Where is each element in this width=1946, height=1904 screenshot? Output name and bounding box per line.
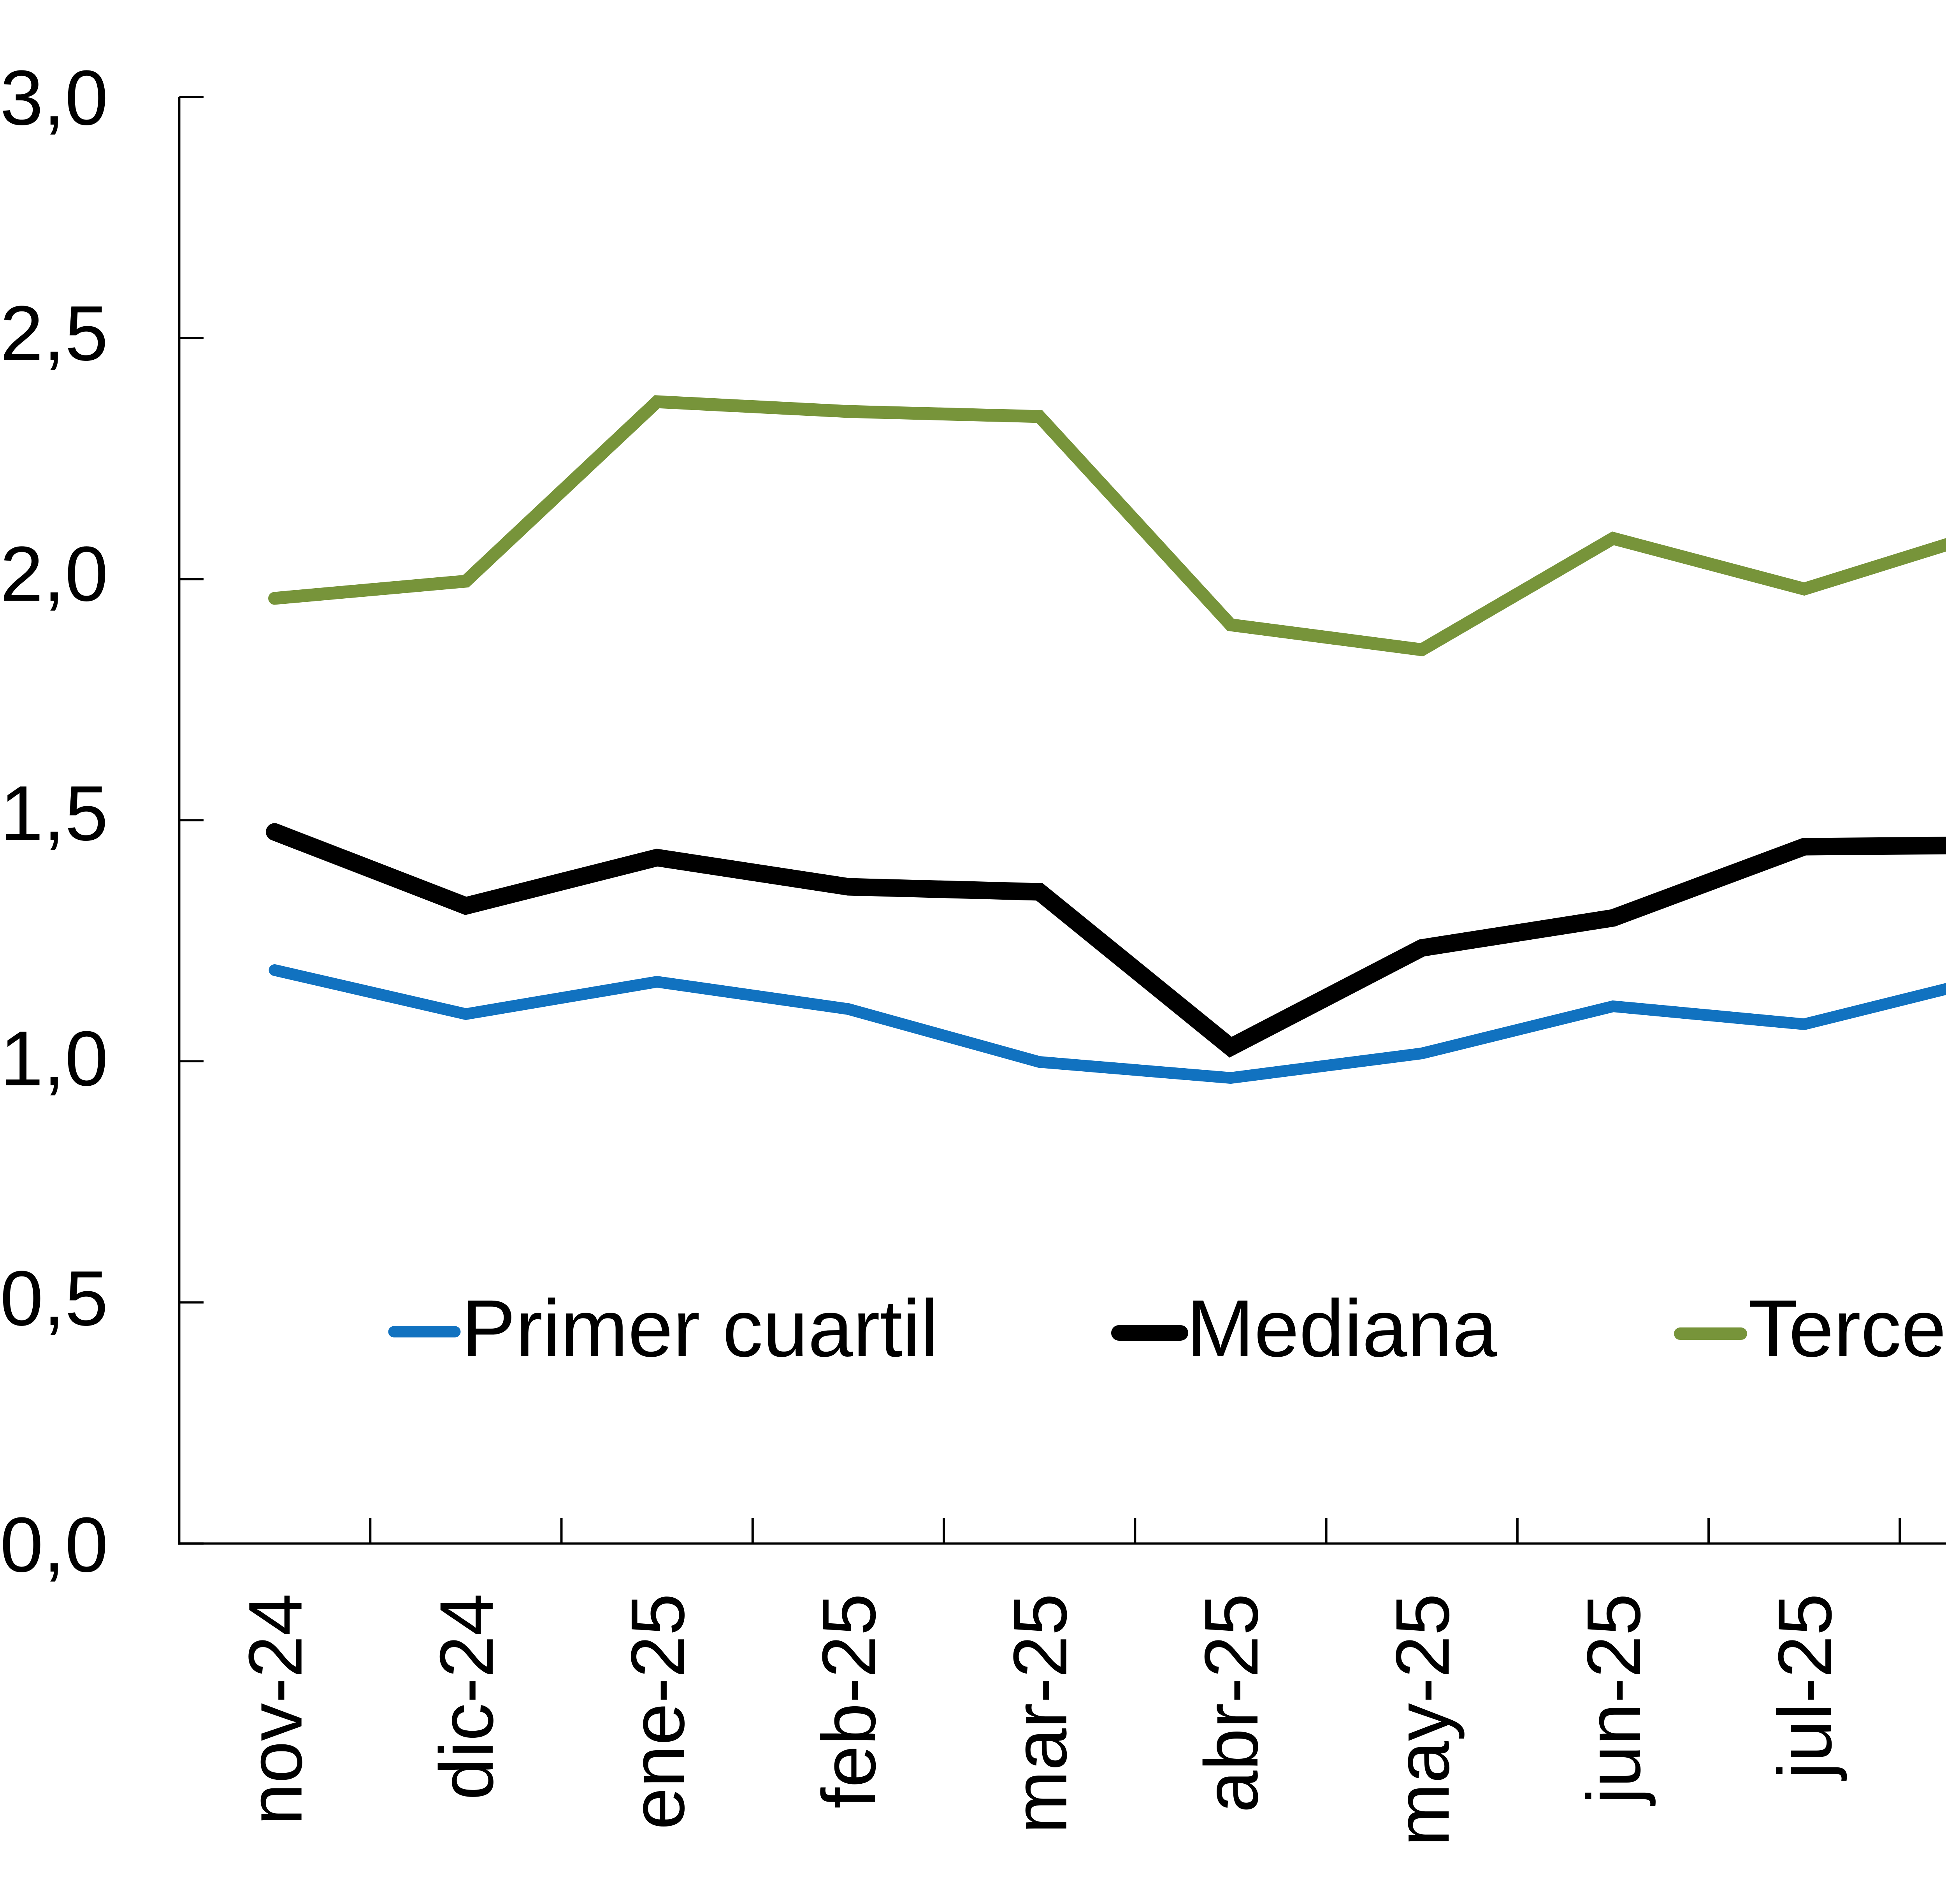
svg-text:ene-25: ene-25 <box>615 1593 700 1830</box>
svg-text:Mediana: Mediana <box>1187 1283 1497 1374</box>
svg-text:mar-25: mar-25 <box>998 1593 1083 1834</box>
svg-text:1,0: 1,0 <box>0 1015 108 1102</box>
svg-text:0,0: 0,0 <box>0 1501 108 1588</box>
svg-text:dic-24: dic-24 <box>424 1593 509 1800</box>
svg-text:jul-25: jul-25 <box>1763 1593 1848 1781</box>
svg-text:may-25: may-25 <box>1380 1593 1465 1846</box>
svg-text:Tercer cuartil: Tercer cuartil <box>1748 1283 1946 1374</box>
svg-text:abr-25: abr-25 <box>1189 1593 1274 1813</box>
svg-text:2,0: 2,0 <box>0 531 108 617</box>
svg-text:feb-25: feb-25 <box>806 1593 891 1809</box>
svg-text:Primer cuartil: Primer cuartil <box>462 1283 938 1374</box>
svg-text:nov-24: nov-24 <box>233 1593 318 1825</box>
svg-text:1,5: 1,5 <box>0 770 108 857</box>
svg-text:2,5: 2,5 <box>0 290 108 377</box>
svg-text:jun-25: jun-25 <box>1571 1593 1656 1806</box>
svg-text:3,0: 3,0 <box>0 55 108 141</box>
svg-text:0,5: 0,5 <box>0 1255 108 1342</box>
